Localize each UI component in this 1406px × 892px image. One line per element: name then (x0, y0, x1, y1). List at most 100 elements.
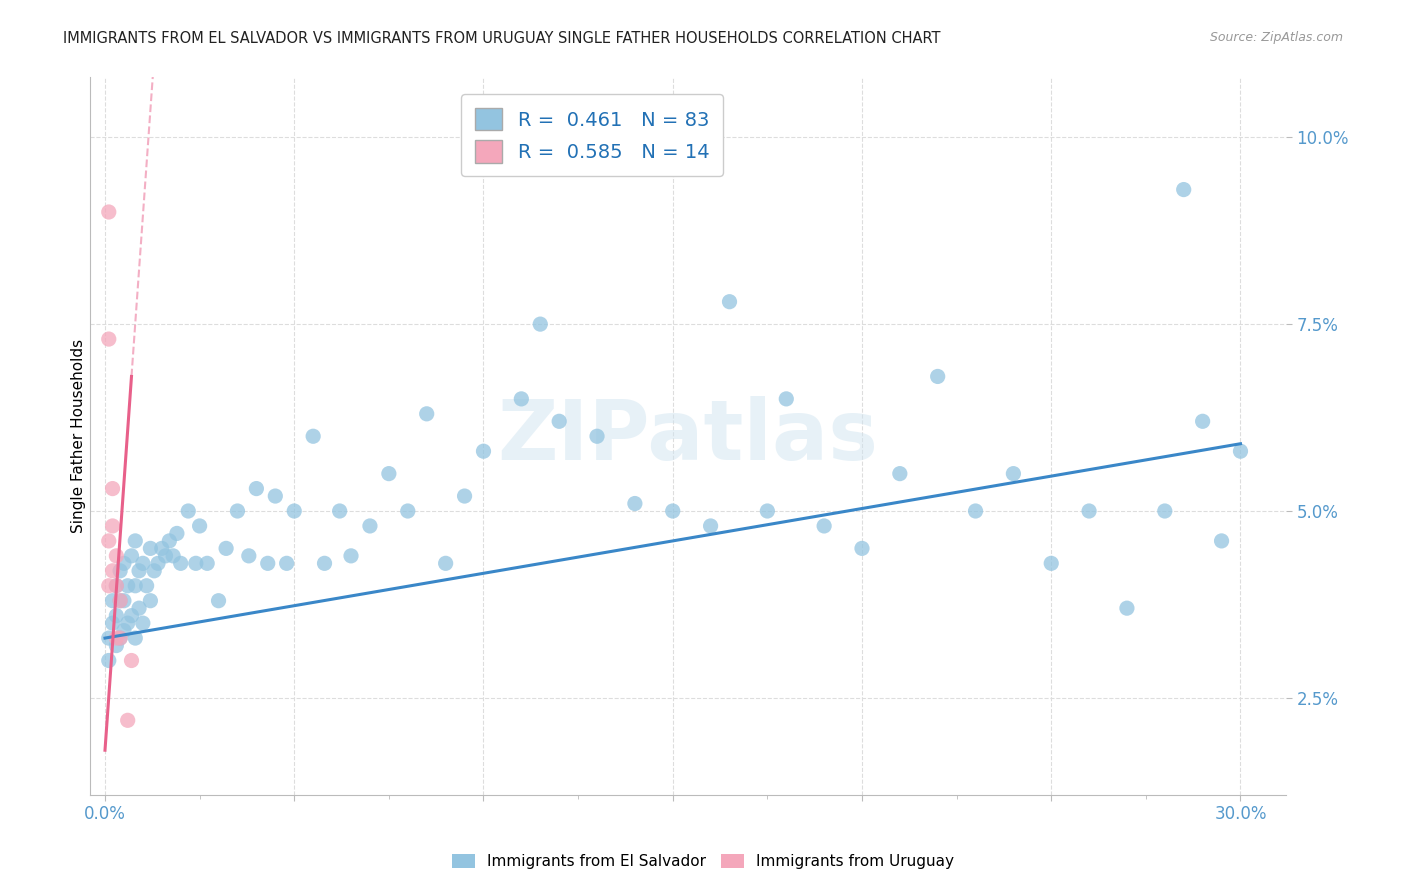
Point (1153, 504, 1175, 518)
Point (177, 504, 200, 518)
Point (215, 541, 238, 556)
Point (112, 593, 135, 607)
Point (1040, 557, 1063, 571)
Point (340, 549, 363, 563)
Point (101, 482, 124, 496)
Point (245, 482, 267, 496)
Point (146, 557, 169, 571)
Point (101, 519, 124, 533)
Point (135, 579, 157, 593)
Point (756, 504, 779, 518)
Point (314, 557, 336, 571)
Point (132, 616, 155, 631)
Point (453, 489, 475, 503)
Point (139, 593, 162, 607)
Point (226, 504, 249, 518)
Point (415, 407, 437, 421)
Point (101, 593, 124, 607)
Point (101, 616, 124, 631)
Point (359, 519, 381, 533)
Point (851, 541, 873, 556)
Point (378, 467, 401, 481)
Point (124, 631, 146, 645)
Point (661, 504, 683, 518)
Point (97, 653, 120, 667)
Point (97, 631, 120, 645)
Point (117, 616, 139, 631)
Point (108, 593, 131, 607)
Y-axis label: Single Father Households: Single Father Households (72, 339, 86, 533)
Point (105, 639, 128, 653)
Point (434, 557, 457, 571)
Point (1002, 467, 1025, 481)
Point (150, 541, 173, 556)
Point (548, 414, 571, 428)
Point (105, 579, 128, 593)
Point (927, 369, 949, 384)
Point (329, 504, 352, 518)
Point (105, 549, 128, 563)
Point (624, 496, 647, 510)
Point (184, 557, 207, 571)
Point (1078, 504, 1101, 518)
Point (195, 557, 218, 571)
Point (1211, 533, 1233, 548)
Text: Source: ZipAtlas.com: Source: ZipAtlas.com (1209, 31, 1343, 45)
Point (121, 653, 143, 667)
Point (188, 519, 211, 533)
Point (207, 593, 229, 607)
Point (238, 549, 260, 563)
Point (170, 557, 193, 571)
Point (510, 392, 533, 406)
Point (112, 624, 135, 638)
Point (586, 429, 609, 443)
Point (143, 564, 166, 578)
Point (128, 564, 150, 578)
Point (105, 631, 128, 645)
Point (108, 631, 131, 645)
Point (97, 533, 120, 548)
Point (128, 601, 150, 615)
Point (124, 533, 146, 548)
Point (256, 557, 278, 571)
Point (276, 557, 298, 571)
Point (132, 557, 155, 571)
Text: ZIPatlas: ZIPatlas (498, 396, 879, 476)
Point (889, 467, 911, 481)
Point (699, 519, 721, 533)
Point (124, 579, 146, 593)
Point (1191, 414, 1213, 428)
Point (97, 579, 120, 593)
Point (121, 549, 143, 563)
Point (121, 608, 143, 623)
Point (139, 541, 162, 556)
Point (396, 504, 419, 518)
Point (965, 504, 987, 518)
Point (166, 526, 188, 541)
Point (157, 533, 180, 548)
Point (97, 205, 120, 219)
Point (1116, 601, 1139, 615)
Point (97, 332, 120, 346)
Point (108, 564, 131, 578)
Point (101, 564, 124, 578)
Point (1229, 444, 1251, 458)
Point (117, 579, 139, 593)
Point (529, 317, 551, 331)
Point (302, 429, 325, 443)
Point (718, 294, 741, 309)
Point (155, 549, 177, 563)
Point (105, 579, 128, 593)
Legend: Immigrants from El Salvador, Immigrants from Uruguay: Immigrants from El Salvador, Immigrants … (446, 848, 960, 875)
Point (775, 392, 797, 406)
Point (472, 444, 495, 458)
Point (1173, 183, 1195, 197)
Point (264, 489, 287, 503)
Legend: R =  0.461   N = 83, R =  0.585   N = 14: R = 0.461 N = 83, R = 0.585 N = 14 (461, 95, 723, 177)
Text: IMMIGRANTS FROM EL SALVADOR VS IMMIGRANTS FROM URUGUAY SINGLE FATHER HOUSEHOLDS : IMMIGRANTS FROM EL SALVADOR VS IMMIGRANT… (63, 31, 941, 46)
Point (117, 714, 139, 728)
Point (283, 504, 305, 518)
Point (813, 519, 835, 533)
Point (162, 549, 184, 563)
Point (108, 631, 131, 645)
